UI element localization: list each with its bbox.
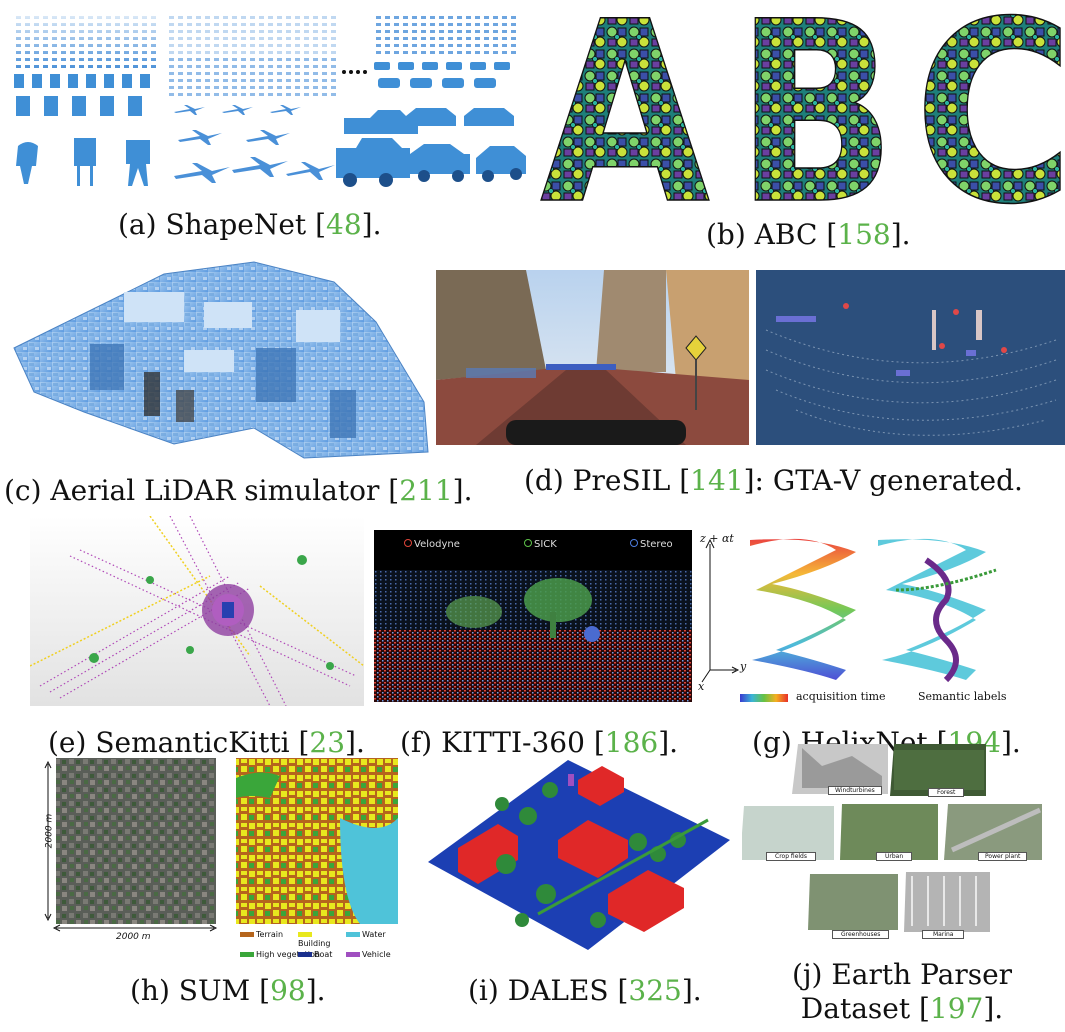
legend-item: Building	[298, 930, 346, 948]
semantickitti-image	[30, 516, 364, 706]
helixnet-axis-z: z + αt	[700, 532, 734, 545]
helixnet-axis-y: y	[740, 660, 747, 673]
citation-link[interactable]: 158	[837, 218, 891, 251]
legend-item: High vegetation	[240, 950, 320, 959]
caption-b: (b) ABC [158].	[706, 218, 911, 251]
abc-letter-c: C	[914, 4, 1065, 206]
citation-link[interactable]: 186	[604, 726, 659, 759]
citation-link[interactable]: 197	[929, 992, 984, 1025]
citation-link[interactable]: 141	[690, 464, 744, 497]
sum-dimension-vertical: 2000 m	[44, 813, 55, 849]
helixnet-semantic-label: Semantic labels	[918, 690, 1007, 703]
legend-item: Boat	[298, 950, 346, 959]
abc-letter-a: A	[540, 4, 710, 206]
caption-d: (d) PreSIL [141]: GTA-V generated.	[524, 464, 1023, 497]
circle-icon	[630, 539, 638, 547]
sum-image: 2000 m 2000 m	[40, 758, 400, 948]
citation-link[interactable]: 23	[309, 726, 346, 759]
legend-item: Vehicle	[346, 950, 392, 959]
tile-label-urban: Urban	[876, 852, 913, 861]
abc-letter-b: B	[736, 4, 896, 206]
tile-label-forest: Forest	[928, 788, 965, 797]
sum-dimension-horizontal: 2000 m	[116, 932, 151, 942]
circle-icon	[524, 539, 532, 547]
kitti360-legend-stereo: Stereo	[630, 539, 673, 550]
sum-legend: Terrain Building Water High vegetation B…	[240, 930, 396, 959]
kitti360-legend-sick: SICK	[524, 539, 557, 550]
kitti360-legend-velodyne: Velodyne	[404, 539, 460, 550]
shapenet-image	[6, 8, 526, 190]
caption-f: (f) KITTI-360 [186].	[400, 726, 679, 759]
dales-image	[418, 744, 738, 956]
caption-h: (h) SUM [98].	[130, 974, 326, 1007]
helixnet-colorbar-label: acquisition time	[796, 690, 886, 703]
tile-label-crop-fields: Crop fields	[766, 852, 816, 861]
tile-label-power-plant: Power plant	[978, 852, 1028, 861]
aerial-lidar-image	[4, 252, 430, 460]
legend-item: Terrain	[240, 930, 298, 948]
tile-label-windturbines: Windturbines	[828, 786, 882, 795]
circle-icon	[404, 539, 412, 547]
citation-link[interactable]: 211	[399, 474, 453, 507]
citation-link[interactable]: 48	[326, 208, 362, 241]
helixnet-axis-x: x	[698, 680, 705, 693]
tile-label-marina: Marina	[922, 930, 965, 939]
citation-link[interactable]: 98	[270, 974, 306, 1007]
earth-parser-image: Windturbines Forest Crop fields Urban Po…	[742, 740, 1065, 948]
caption-c: (c) Aerial LiDAR simulator [211].	[4, 474, 473, 507]
caption-i: (i) DALES [325].	[468, 974, 702, 1007]
kitti360-image: Velodyne SICK Stereo	[374, 530, 692, 702]
caption-e: (e) SemanticKitti [23].	[48, 726, 365, 759]
caption-a: (a) ShapeNet [48].	[118, 208, 382, 241]
presil-rgb-image	[436, 270, 749, 445]
citation-link[interactable]: 325	[628, 974, 682, 1007]
presil-lidar-image	[756, 270, 1065, 445]
legend-item: Water	[346, 930, 392, 948]
caption-j: (j) Earth Parser Dataset [197].	[791, 958, 1013, 1025]
abc-letters-image: A B C	[540, 4, 1065, 206]
helixnet-image: z + αt y x acquisition time Semantic lab…	[696, 530, 1065, 716]
tile-label-greenhouses: Greenhouses	[832, 930, 890, 939]
